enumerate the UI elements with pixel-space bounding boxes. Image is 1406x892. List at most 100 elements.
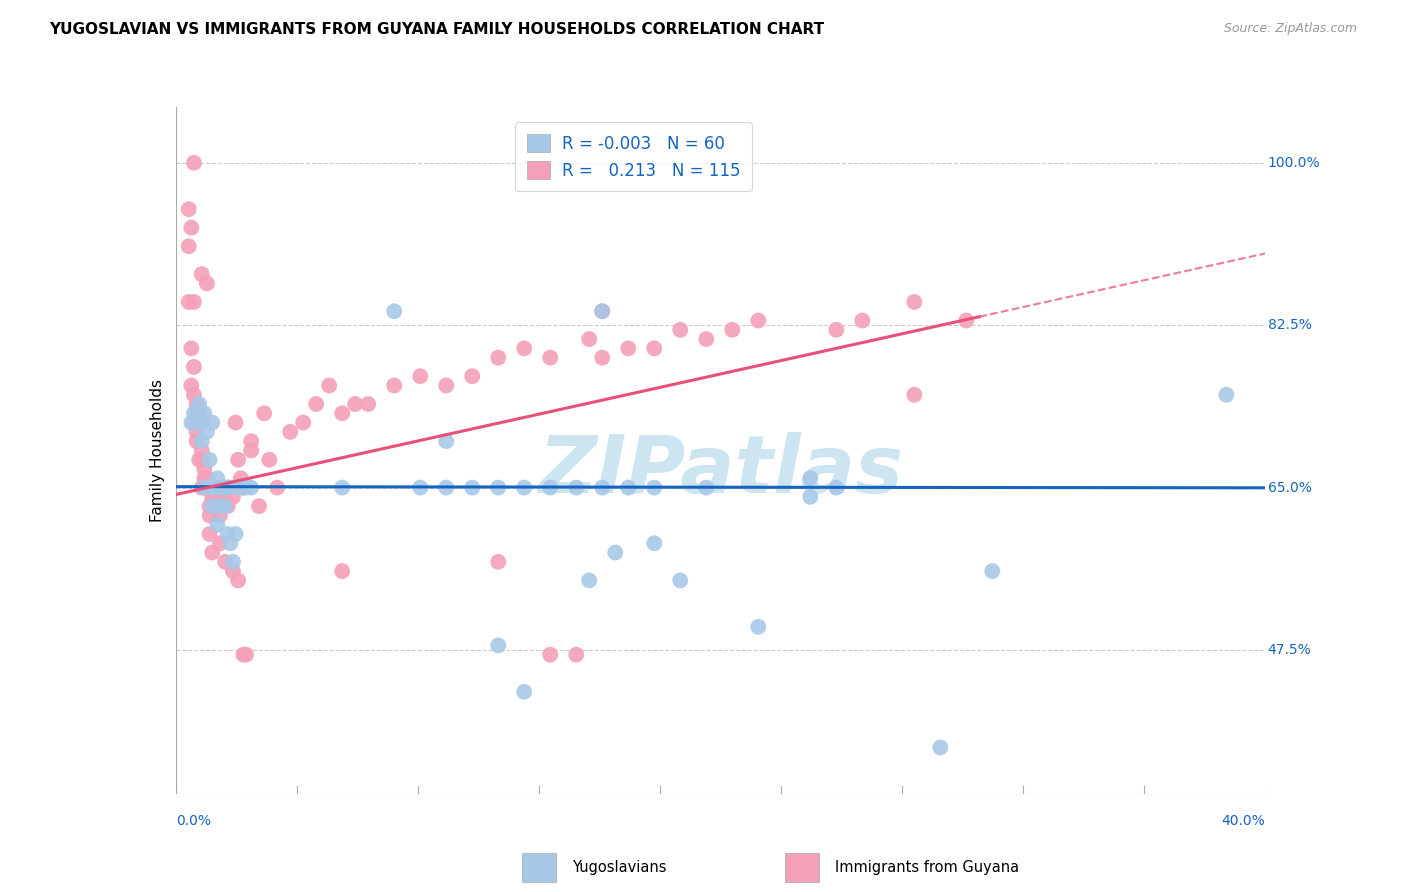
Point (851, 313, 873, 327)
Point (183, 359, 205, 374)
Point (217, 481, 239, 495)
Point (226, 481, 249, 495)
Text: 82.5%: 82.5% (1268, 318, 1312, 332)
Point (198, 527, 221, 541)
Point (605, 545, 627, 559)
Point (211, 499, 233, 513)
Point (409, 481, 432, 495)
Point (186, 416, 208, 430)
Point (344, 397, 367, 411)
Point (183, 416, 205, 430)
Point (204, 481, 226, 495)
Point (195, 481, 218, 495)
Point (292, 416, 315, 430)
Point (382, 378, 405, 392)
Point (565, 481, 588, 495)
Point (207, 481, 229, 495)
Point (188, 406, 211, 420)
Point (591, 481, 613, 495)
Point (695, 332, 717, 346)
Bar (785, 854, 820, 881)
Point (825, 481, 848, 495)
Point (201, 490, 224, 504)
Point (195, 471, 218, 485)
Point (259, 452, 281, 467)
Point (186, 397, 208, 411)
Point (211, 481, 233, 495)
Point (201, 481, 224, 495)
Point (565, 648, 588, 662)
Point (222, 555, 245, 569)
Point (434, 481, 457, 495)
Point (240, 434, 263, 449)
Point (193, 462, 215, 476)
Point (955, 313, 977, 327)
Point (330, 406, 353, 420)
Point (591, 351, 613, 365)
Point (207, 499, 229, 513)
Point (207, 471, 229, 485)
Point (193, 481, 215, 495)
Point (409, 369, 432, 384)
Point (695, 481, 717, 495)
Text: Yugoslavians: Yugoslavians (572, 860, 666, 875)
Point (330, 481, 353, 495)
Text: Immigrants from Guyana: Immigrants from Guyana (835, 860, 1019, 875)
Point (214, 490, 236, 504)
Point (193, 481, 215, 495)
Point (226, 452, 249, 467)
Point (643, 481, 665, 495)
Point (177, 202, 200, 216)
Point (183, 155, 205, 169)
Point (486, 351, 509, 365)
Point (207, 517, 229, 532)
Point (382, 304, 405, 318)
Legend: R = -0.003   N = 60, R =   0.213   N = 115: R = -0.003 N = 60, R = 0.213 N = 115 (515, 122, 752, 191)
Point (240, 443, 263, 458)
Point (434, 434, 457, 449)
Point (929, 740, 952, 755)
Point (198, 499, 221, 513)
Point (183, 295, 205, 310)
Point (232, 481, 254, 495)
Point (981, 564, 1004, 578)
Point (232, 648, 254, 662)
Point (186, 425, 208, 439)
Point (204, 481, 226, 495)
Point (208, 508, 231, 523)
Point (201, 545, 224, 559)
Point (177, 239, 200, 253)
Point (219, 536, 242, 550)
Point (747, 620, 769, 634)
Point (538, 351, 561, 365)
Point (180, 342, 202, 356)
Point (513, 342, 536, 356)
Text: YUGOSLAVIAN VS IMMIGRANTS FROM GUYANA FAMILY HOUSEHOLDS CORRELATION CHART: YUGOSLAVIAN VS IMMIGRANTS FROM GUYANA FA… (49, 22, 824, 37)
Point (183, 388, 205, 402)
Point (225, 416, 247, 430)
Text: 65.0%: 65.0% (1268, 481, 1312, 494)
Point (214, 555, 236, 569)
Point (226, 574, 249, 588)
Point (461, 481, 484, 495)
Point (799, 471, 821, 485)
Point (357, 397, 380, 411)
Point (591, 304, 613, 318)
Point (201, 416, 224, 430)
Point (247, 499, 270, 513)
Point (643, 342, 665, 356)
Point (486, 481, 509, 495)
Text: 100.0%: 100.0% (1268, 156, 1320, 169)
Point (188, 416, 211, 430)
Point (208, 536, 231, 550)
Point (222, 490, 245, 504)
Point (229, 471, 252, 485)
Point (240, 481, 263, 495)
Point (190, 452, 212, 467)
Point (190, 416, 212, 430)
Point (214, 499, 236, 513)
Point (825, 323, 848, 337)
Point (201, 499, 224, 513)
Point (434, 378, 457, 392)
Point (190, 434, 212, 449)
